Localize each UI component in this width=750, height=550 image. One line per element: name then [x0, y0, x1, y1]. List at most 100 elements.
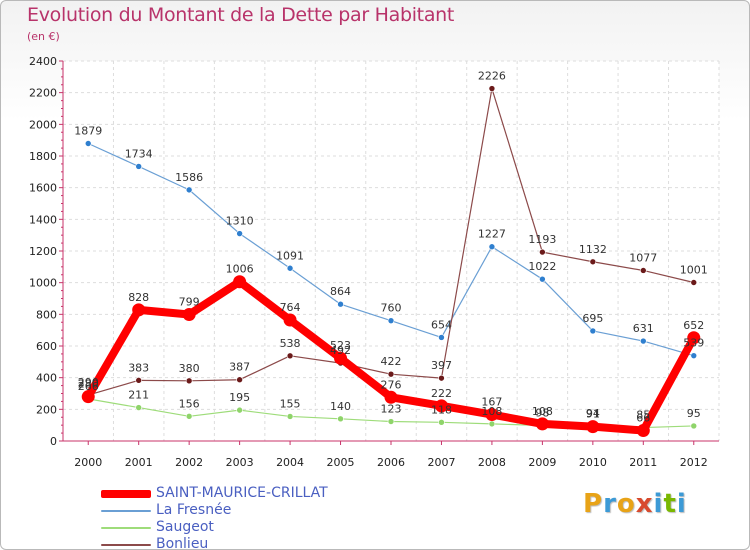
data-label-saugeot: 156: [179, 397, 200, 410]
logo-letter: P: [583, 489, 604, 519]
data-label-bonlieu: 1132: [579, 243, 607, 256]
data-label-saugeot: 123: [381, 403, 402, 416]
y-tick-label: 1400: [29, 213, 57, 226]
data-label-la-fresn-e: 1091: [276, 249, 304, 262]
data-label-saint-maurice-crillat: 108: [532, 405, 553, 418]
data-label-saint-maurice-crillat: 828: [128, 291, 149, 304]
data-label-bonlieu: 1077: [629, 251, 657, 264]
legend-label: Bonlieu: [156, 536, 209, 550]
x-tick-label: 2004: [276, 456, 304, 469]
data-label-la-fresn-e: 1734: [125, 147, 153, 160]
data-point-la-fresn-e: [337, 300, 344, 308]
data-label-saugeot: 140: [330, 400, 351, 413]
data-point-saugeot: [135, 404, 142, 411]
data-label-bonlieu: 383: [128, 361, 149, 374]
y-tick-label: 0: [50, 435, 57, 448]
data-point-bonlieu: [236, 376, 243, 384]
data-label-saint-maurice-crillat: 91: [586, 408, 600, 421]
data-point-la-fresn-e: [438, 334, 445, 341]
data-point-bonlieu: [135, 377, 142, 384]
data-label-la-fresn-e: 1310: [226, 215, 254, 228]
data-label-saugeot: 85: [636, 409, 650, 422]
data-label-bonlieu: 1193: [528, 233, 556, 246]
data-label-saugeot: 266: [78, 380, 99, 393]
data-point-bonlieu: [589, 258, 597, 266]
data-point-bonlieu: [185, 377, 193, 385]
data-point-saint-maurice-crillat: [434, 399, 448, 413]
data-label-saugeot: 155: [280, 397, 301, 410]
data-point-saugeot: [337, 415, 344, 423]
data-point-saint-maurice-crillat: [81, 390, 95, 404]
data-label-saugeot: 195: [229, 391, 250, 404]
data-point-saint-maurice-crillat: [535, 417, 549, 431]
data-label-la-fresn-e: 864: [330, 285, 351, 298]
data-label-saugeot: 98: [535, 406, 549, 419]
data-point-la-fresn-e: [236, 230, 243, 237]
legend-swatch: [101, 490, 151, 498]
data-label-la-fresn-e: 695: [582, 312, 603, 325]
data-point-saint-maurice-crillat: [384, 390, 398, 404]
data-label-saint-maurice-crillat: 276: [381, 378, 402, 391]
data-label-la-fresn-e: 760: [381, 302, 402, 315]
data-point-saint-maurice-crillat: [283, 313, 297, 327]
data-point-saint-maurice-crillat: [636, 424, 650, 438]
data-point-la-fresn-e: [640, 337, 647, 345]
data-point-la-fresn-e: [539, 275, 546, 283]
data-label-saugeot: 94: [586, 407, 600, 420]
data-label-la-fresn-e: 539: [683, 337, 704, 350]
data-label-bonlieu: 538: [280, 337, 301, 350]
data-point-saint-maurice-crillat: [334, 351, 348, 365]
data-point-bonlieu: [488, 85, 496, 92]
data-point-saint-maurice-crillat: [586, 420, 600, 434]
data-label-bonlieu: 1001: [680, 264, 708, 277]
y-tick-label: 400: [36, 372, 57, 385]
data-label-la-fresn-e: 1022: [528, 260, 556, 273]
data-label-saint-maurice-crillat: 280: [78, 378, 99, 391]
chart-subtitle: (en €): [27, 30, 60, 43]
data-point-saugeot: [185, 412, 193, 420]
data-point-bonlieu: [286, 352, 294, 360]
data-label-saint-maurice-crillat: 799: [179, 295, 200, 308]
y-tick-label: 2400: [29, 55, 57, 68]
data-point-saugeot: [690, 422, 698, 430]
data-point-saint-maurice-crillat: [687, 331, 701, 345]
data-label-la-fresn-e: 1227: [478, 228, 506, 241]
data-label-bonlieu: 290: [78, 376, 99, 389]
y-tick-label: 2200: [29, 87, 57, 100]
data-point-la-fresn-e: [286, 264, 294, 272]
x-tick-label: 2007: [427, 456, 455, 469]
data-point-saugeot: [488, 420, 496, 428]
logo-letter: x: [635, 489, 654, 519]
x-tick-label: 2009: [528, 456, 556, 469]
data-label-bonlieu: 2226: [478, 70, 506, 83]
y-tick-label: 1000: [29, 277, 57, 290]
y-tick-label: 600: [36, 340, 57, 353]
data-label-bonlieu: 380: [179, 362, 200, 375]
data-point-saugeot: [236, 406, 243, 414]
logo-letter: i: [653, 489, 664, 519]
data-label-saugeot: 118: [431, 403, 452, 416]
data-point-saint-maurice-crillat: [132, 303, 146, 317]
data-label-la-fresn-e: 631: [633, 322, 654, 335]
x-tick-label: 2005: [327, 456, 355, 469]
data-label-bonlieu: 397: [431, 359, 452, 372]
data-point-la-fresn-e: [589, 327, 597, 335]
data-label-saint-maurice-crillat: 764: [280, 301, 301, 314]
proxiti-logo: Proxiti: [583, 489, 687, 519]
data-point-saint-maurice-crillat: [233, 275, 247, 289]
data-label-saint-maurice-crillat: 66: [636, 412, 650, 425]
logo-letter: r: [603, 489, 617, 519]
data-label-la-fresn-e: 1586: [175, 171, 203, 184]
y-tick-label: 800: [36, 308, 57, 321]
data-point-bonlieu: [539, 248, 546, 256]
data-point-la-fresn-e: [387, 317, 395, 324]
x-tick-label: 2003: [226, 456, 254, 469]
chart-title: Evolution du Montant de la Dette par Hab…: [27, 4, 455, 26]
x-tick-label: 2001: [125, 456, 153, 469]
y-tick-label: 1600: [29, 182, 57, 195]
data-label-saugeot: 95: [687, 407, 701, 420]
data-point-bonlieu: [387, 370, 395, 378]
data-label-bonlieu: 387: [229, 361, 250, 374]
data-label-saugeot: 108: [481, 405, 502, 418]
